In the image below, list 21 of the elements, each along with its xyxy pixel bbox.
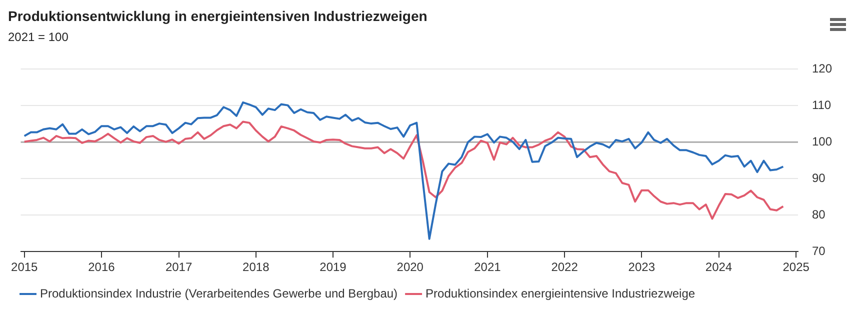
- x-tick-label: 2016: [88, 260, 116, 274]
- x-tick-label: 2015: [11, 260, 38, 274]
- legend-label: Produktionsindex energieintensive Industriezweige: [426, 286, 696, 300]
- chart-title: Produktionsentwicklung in energieintensiven Industriezweigen: [8, 8, 428, 24]
- x-tick-label: 2020: [396, 260, 424, 274]
- y-tick-label: 110: [812, 98, 832, 112]
- legend-label: Produktionsindex Industrie (Verarbeitendes Gewerbe und Bergbau): [40, 286, 398, 300]
- x-tick-label: 2023: [628, 260, 656, 274]
- y-tick-label: 90: [812, 170, 826, 185]
- x-tick-label: 2017: [165, 260, 192, 274]
- x-tick-label: 2022: [551, 260, 578, 274]
- x-tick-label: 2018: [242, 260, 270, 274]
- x-tick-label: 2025: [782, 260, 810, 274]
- y-tick-label: 120: [812, 62, 832, 76]
- y-tick-label: 100: [812, 134, 832, 148]
- chart-subtitle: 2021 = 100: [8, 30, 70, 44]
- x-tick-label: 2024: [705, 260, 732, 274]
- y-tick-label: 70: [812, 244, 826, 258]
- x-tick-label: 2021: [474, 260, 502, 274]
- x-tick-label: 2019: [320, 260, 347, 274]
- y-tick-label: 80: [812, 207, 826, 222]
